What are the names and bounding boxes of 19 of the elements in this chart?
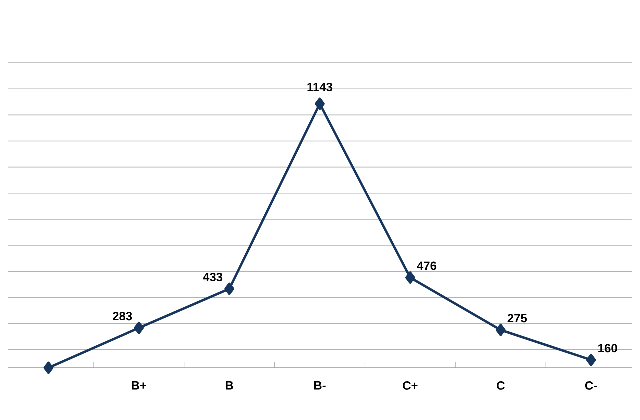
data-label: 275: [508, 314, 528, 323]
point: [405, 272, 416, 284]
x-tick-label: B: [226, 382, 234, 390]
x-tick-label: B-: [314, 382, 326, 390]
point: [224, 282, 235, 296]
data-label: 433: [203, 272, 223, 282]
point: [315, 98, 325, 110]
point: [134, 322, 144, 334]
point: [586, 354, 596, 366]
x-tick-label: C: [497, 382, 505, 390]
x-tick-label: C-: [585, 382, 598, 390]
point: [496, 324, 506, 336]
data-label: 160: [598, 344, 618, 353]
x-tick-label: B+: [132, 382, 146, 390]
data-label: 1143: [308, 82, 333, 92]
data-label: 283: [113, 312, 132, 321]
x-tick-label: C+: [403, 382, 418, 390]
point: [44, 362, 54, 374]
data-label: 476: [417, 262, 437, 270]
